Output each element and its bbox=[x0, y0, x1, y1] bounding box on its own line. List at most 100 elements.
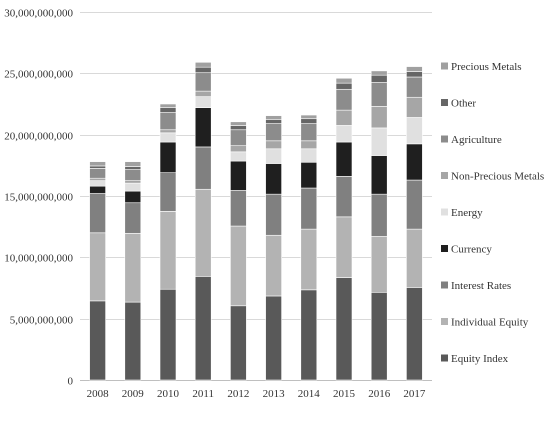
bar-segment bbox=[89, 161, 106, 167]
bar-segment bbox=[159, 129, 177, 134]
bar-segment bbox=[335, 216, 353, 278]
bar-segment bbox=[370, 74, 388, 83]
bar-segment bbox=[159, 107, 177, 113]
bar-segment bbox=[89, 232, 106, 302]
bar-segment bbox=[406, 71, 423, 78]
bar-segment bbox=[124, 169, 142, 181]
bar-segment bbox=[159, 141, 177, 173]
y-tick-label: 10,000,000,000 bbox=[4, 253, 73, 265]
legend-label: Interest Rates bbox=[451, 280, 511, 292]
bar-segment bbox=[300, 289, 318, 381]
bar-segment bbox=[265, 234, 282, 297]
y-axis-ticks: 0 5,000,000,000 10,000,000,000 15,000,000,0… bbox=[4, 8, 73, 388]
bar-segment bbox=[406, 76, 423, 98]
bar-segment bbox=[406, 96, 423, 118]
legend-label: Energy bbox=[451, 207, 483, 219]
bar-segment bbox=[406, 179, 423, 230]
legend-swatch bbox=[441, 354, 448, 362]
legend-swatch bbox=[441, 318, 448, 325]
legend-label: Individual Equity bbox=[451, 317, 529, 329]
bar-segment bbox=[230, 305, 247, 381]
bar-segment bbox=[300, 123, 318, 142]
y-tick-label: 15,000,000,000 bbox=[4, 192, 73, 204]
bar-segment bbox=[406, 66, 423, 72]
bar-segment bbox=[335, 176, 353, 218]
bar-segment bbox=[89, 165, 106, 169]
bar-segment bbox=[124, 182, 142, 192]
x-tick-label: 2017 bbox=[403, 388, 426, 400]
bar-segment bbox=[230, 225, 247, 307]
bar-segment bbox=[124, 180, 142, 184]
bar-segment bbox=[335, 141, 353, 177]
bar-segment bbox=[370, 106, 388, 129]
bar-segment bbox=[230, 129, 247, 147]
y-tick-label: 30,000,000,000 bbox=[4, 8, 73, 20]
bar-segment bbox=[265, 148, 282, 164]
legend-label: Precious Metals bbox=[451, 61, 522, 73]
bar-segment bbox=[194, 72, 212, 92]
bar-segment bbox=[230, 121, 247, 126]
bar-segment bbox=[89, 180, 106, 187]
bar-segment bbox=[370, 193, 388, 237]
y-tick-label: 25,000,000,000 bbox=[4, 69, 73, 81]
bar-segment bbox=[300, 148, 318, 163]
bar-segment bbox=[370, 291, 388, 381]
bar-segment bbox=[124, 301, 142, 381]
bar-segment bbox=[335, 277, 353, 381]
legend: Precious Metals Other Agriculture Non-Preci… bbox=[441, 61, 544, 365]
bar-segment bbox=[300, 187, 318, 230]
bar-segment bbox=[265, 119, 282, 124]
bar-segment bbox=[194, 107, 212, 148]
bar-segment bbox=[124, 190, 142, 204]
bar-segment bbox=[89, 185, 106, 194]
bar-segment bbox=[335, 109, 353, 126]
legend-label: Other bbox=[451, 98, 476, 110]
y-tick-label: 5,000,000,000 bbox=[10, 315, 74, 327]
bar-segment bbox=[194, 66, 212, 74]
bar-segment bbox=[194, 90, 212, 97]
bar-segment bbox=[406, 117, 423, 145]
legend-swatch bbox=[441, 281, 448, 289]
bar-segment bbox=[194, 188, 212, 277]
bar-segment bbox=[230, 125, 247, 131]
bar-segment bbox=[265, 163, 282, 195]
bar-segment bbox=[159, 211, 177, 290]
bar-segment bbox=[89, 177, 106, 181]
x-tick-label: 2013 bbox=[263, 388, 286, 400]
bar-segment bbox=[265, 140, 282, 150]
x-tick-label: 2010 bbox=[157, 388, 180, 400]
legend-swatch bbox=[441, 62, 448, 70]
bar-segment bbox=[406, 228, 423, 288]
bar-segment bbox=[194, 146, 212, 190]
y-tick-label: 0 bbox=[68, 376, 74, 388]
legend-swatch bbox=[441, 208, 448, 216]
legend-label: Equity Index bbox=[451, 353, 509, 365]
bar-segment bbox=[89, 300, 106, 381]
bar-segment bbox=[124, 166, 142, 170]
bar-segment bbox=[159, 112, 177, 131]
bar-segment bbox=[194, 276, 212, 381]
bar-segment bbox=[124, 233, 142, 303]
x-tick-label: 2012 bbox=[227, 388, 249, 400]
bars bbox=[89, 61, 423, 381]
x-axis-ticks: 2008 2009 2010 2011 2012 2013 2014 2015 2016 2017 bbox=[87, 388, 426, 400]
x-tick-label: 2014 bbox=[298, 388, 321, 400]
legend-label: Agriculture bbox=[451, 134, 502, 146]
legend-swatch bbox=[441, 99, 448, 106]
legend-label: Currency bbox=[451, 244, 492, 256]
bar-segment bbox=[230, 190, 247, 227]
bar-segment bbox=[230, 151, 247, 162]
bar-segment bbox=[159, 132, 177, 143]
x-tick-label: 2011 bbox=[192, 388, 214, 400]
bar-segment bbox=[335, 82, 353, 90]
bar-segment bbox=[300, 228, 318, 291]
bar-segment bbox=[159, 103, 177, 108]
bar-segment bbox=[124, 202, 142, 234]
bar-segment bbox=[300, 161, 318, 189]
bar-segment bbox=[89, 168, 106, 179]
bar-segment bbox=[335, 77, 353, 84]
bar-segment bbox=[265, 193, 282, 236]
bar-segment bbox=[300, 118, 318, 124]
x-tick-label: 2016 bbox=[368, 388, 391, 400]
